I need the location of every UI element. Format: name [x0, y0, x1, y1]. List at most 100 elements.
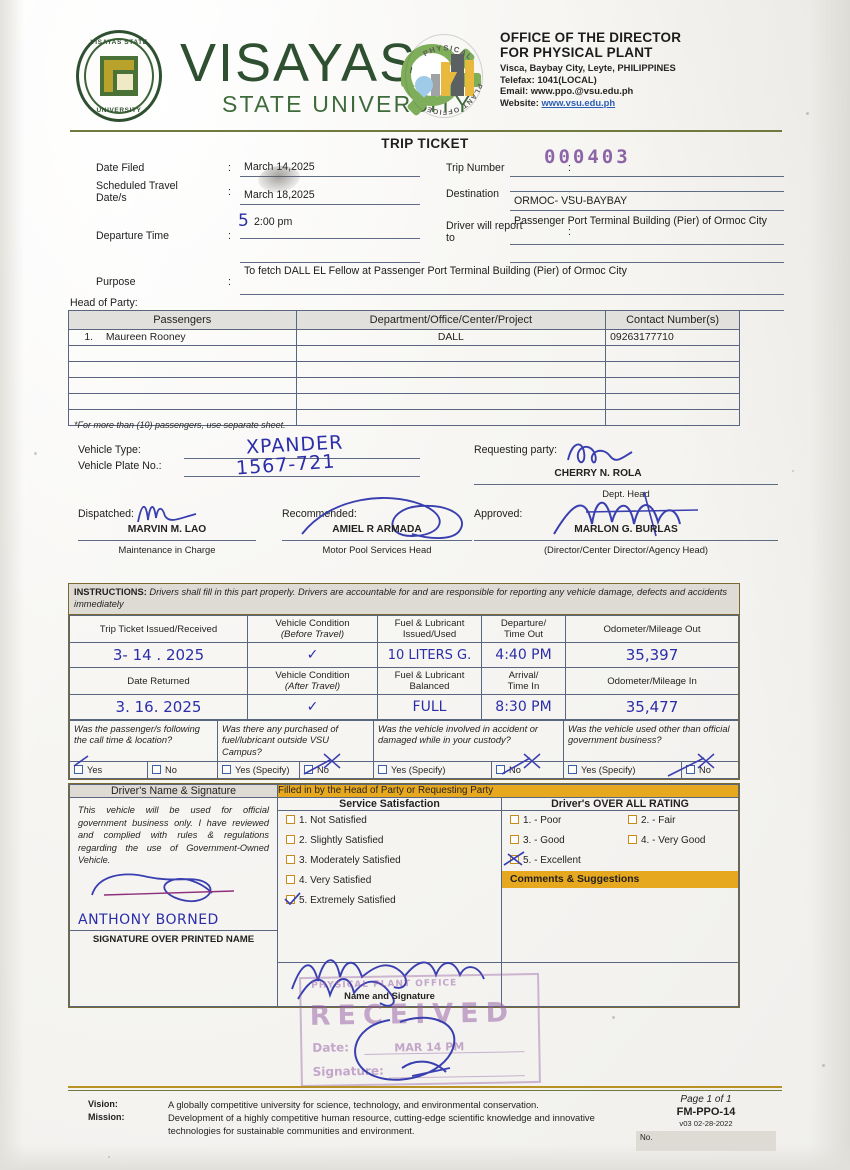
- cell-contact[interactable]: [605, 377, 740, 394]
- label-departure-time: Departure Time: [96, 230, 170, 242]
- value-fuel-balanced[interactable]: FULL: [377, 694, 482, 720]
- trip-log-table: Trip Ticket Issued/Received Vehicle Cond…: [69, 615, 739, 720]
- cell-passenger-name[interactable]: [68, 393, 297, 410]
- value-fuel-issued[interactable]: 10 LITERS G.: [377, 642, 482, 668]
- cell-department[interactable]: [295, 345, 607, 362]
- cell-contact[interactable]: [605, 409, 740, 426]
- hw-fuel-out: 10 LITERS G.: [387, 647, 472, 663]
- checkbox-satisfaction-1[interactable]: [286, 815, 295, 824]
- satisfaction-option-2[interactable]: 2. Slightly Satisfied: [278, 831, 501, 851]
- checkbox-rating-4[interactable]: [628, 835, 637, 844]
- rating-option-5[interactable]: 5. - Excellent: [502, 851, 620, 871]
- value-purpose[interactable]: To fetch DALL EL Fellow at Passenger Por…: [244, 265, 627, 277]
- value-time-out[interactable]: 4:40 PM: [481, 642, 566, 668]
- value-vehicle-condition-before[interactable]: ✓: [247, 642, 378, 668]
- requesting-party-signature: [567, 443, 633, 464]
- checkbox-satisfaction-4[interactable]: [286, 875, 295, 884]
- cell-passenger-name[interactable]: [68, 377, 297, 394]
- value-odometer-in[interactable]: 35,477: [565, 694, 739, 720]
- comments-field[interactable]: [502, 888, 738, 962]
- cell-department[interactable]: [295, 409, 607, 426]
- checkbox-rating-5[interactable]: [510, 855, 519, 864]
- received-stamp: PHYSICAL PLANT OFFICE RECEIVED Date: MAR…: [299, 972, 541, 1088]
- rating-option-3[interactable]: 3. - Good: [502, 831, 620, 851]
- checkbox-q3-no[interactable]: [496, 765, 505, 775]
- checkbox-satisfaction-2[interactable]: [286, 835, 295, 844]
- physical-plant-office-logo-icon: PHYSICAL PLANT OFFICE: [395, 28, 491, 124]
- header-vehicle-condition-before: Vehicle Condition (Before Travel): [247, 615, 378, 643]
- checkbox-satisfaction-3[interactable]: [286, 855, 295, 864]
- satisfaction-option-3[interactable]: 3. Moderately Satisfied: [278, 851, 501, 871]
- question-1-no[interactable]: No: [147, 761, 218, 780]
- checkbox-q2-no[interactable]: [304, 765, 313, 775]
- form-number-field[interactable]: No.: [636, 1131, 776, 1151]
- value-trip-ticket-issued[interactable]: 3- 14 . 2025: [69, 642, 248, 668]
- label-vehicle-type: Vehicle Type:: [78, 444, 141, 456]
- checkbox-rating-2[interactable]: [628, 815, 637, 824]
- page-edge-left: [0, 0, 24, 1170]
- satisfaction-option-4[interactable]: 4. Very Satisfied: [278, 871, 501, 891]
- value-trip-number[interactable]: 000403: [544, 146, 631, 168]
- checkbox-q4-yes[interactable]: [568, 765, 577, 775]
- colon-6: :: [568, 188, 571, 200]
- table-row: [68, 377, 740, 394]
- cell-contact[interactable]: 09263177710: [605, 329, 740, 346]
- rating-option-4[interactable]: 4. - Very Good: [620, 831, 738, 851]
- question-4-yes[interactable]: Yes (Specify): [563, 761, 682, 780]
- question-3-yes[interactable]: Yes (Specify): [373, 761, 492, 780]
- cell-department[interactable]: [295, 393, 607, 410]
- value-date-returned[interactable]: 3. 16. 2025: [69, 694, 248, 720]
- cell-department[interactable]: [295, 377, 607, 394]
- header-date-returned: Date Returned: [69, 667, 248, 695]
- satisfaction-option-1[interactable]: 1. Not Satisfied: [278, 811, 501, 831]
- question-4-no[interactable]: No: [681, 761, 739, 780]
- cell-passenger-name[interactable]: [68, 345, 297, 362]
- header-odometer-out: Odometer/Mileage Out: [565, 615, 739, 643]
- hw-time-in: 8:30 PM: [495, 699, 552, 715]
- cell-passenger-name[interactable]: [68, 361, 297, 378]
- checkbox-rating-1[interactable]: [510, 815, 519, 824]
- rating-option-2[interactable]: 2. - Fair: [620, 811, 738, 831]
- question-3-no[interactable]: No: [491, 761, 564, 780]
- satisfaction-option-5[interactable]: 5. Extremely Satisfied: [278, 891, 501, 911]
- value-destination[interactable]: ORMOC- VSU-BAYBAY: [514, 195, 628, 207]
- label-q4-yes: Yes (Specify): [581, 765, 636, 776]
- cell-department[interactable]: DALL: [295, 329, 607, 346]
- stamp-received-word: RECEIVED: [309, 997, 516, 1032]
- value-scheduled-travel[interactable]: March 18,2025: [244, 189, 315, 201]
- question-2-yes[interactable]: Yes (Specify): [217, 761, 300, 780]
- label-dispatched: Dispatched:: [78, 508, 134, 520]
- label-satisfaction-3: 3. Moderately Satisfied: [299, 855, 401, 866]
- checkbox-satisfaction-5[interactable]: [286, 895, 295, 904]
- label-q3-no: No: [509, 765, 521, 776]
- header-fuel-balanced: Fuel & Lubricant Balanced: [377, 667, 482, 695]
- website-link[interactable]: www.vsu.edu.ph: [541, 96, 616, 108]
- header-dep-l1: Departure/: [500, 618, 547, 629]
- checkbox-q3-yes[interactable]: [378, 765, 387, 775]
- rating-option-1[interactable]: 1. - Poor: [502, 811, 620, 831]
- rule-recommended: [282, 540, 472, 541]
- cell-passenger-name[interactable]: 1. Maureen Rooney: [68, 329, 297, 346]
- cell-contact[interactable]: [605, 393, 740, 410]
- checkbox-q1-no[interactable]: [152, 765, 161, 775]
- value-time-in[interactable]: 8:30 PM: [481, 694, 566, 720]
- drivers-name-header: Driver's Name & Signature: [69, 784, 278, 798]
- question-1-yes[interactable]: Yes: [69, 761, 148, 780]
- value-vehicle-condition-after[interactable]: ✓: [247, 694, 378, 720]
- checkbox-q1-yes[interactable]: [74, 765, 83, 775]
- cell-contact[interactable]: [605, 345, 740, 362]
- hw-odo-in: 35,477: [625, 698, 679, 716]
- value-departure-time[interactable]: 2:00 pm: [254, 216, 293, 228]
- checkbox-q4-no[interactable]: [686, 765, 695, 775]
- value-driver-report-to[interactable]: Passenger Port Terminal Building (Pier) …: [514, 215, 767, 227]
- checkbox-q2-yes[interactable]: [222, 765, 231, 775]
- value-odometer-out[interactable]: 35,397: [565, 642, 739, 668]
- checkbox-rating-3[interactable]: [510, 835, 519, 844]
- cell-department[interactable]: [295, 361, 607, 378]
- office-address: Visca, Baybay City, Leyte, PHILIPPINES: [500, 62, 676, 73]
- question-2-no[interactable]: No: [299, 761, 374, 780]
- cell-contact[interactable]: [605, 361, 740, 378]
- instructions-section: INSTRUCTIONS: Drivers shall fill in this…: [68, 583, 740, 781]
- seal-top-text: VISAYAS STATE: [90, 39, 148, 46]
